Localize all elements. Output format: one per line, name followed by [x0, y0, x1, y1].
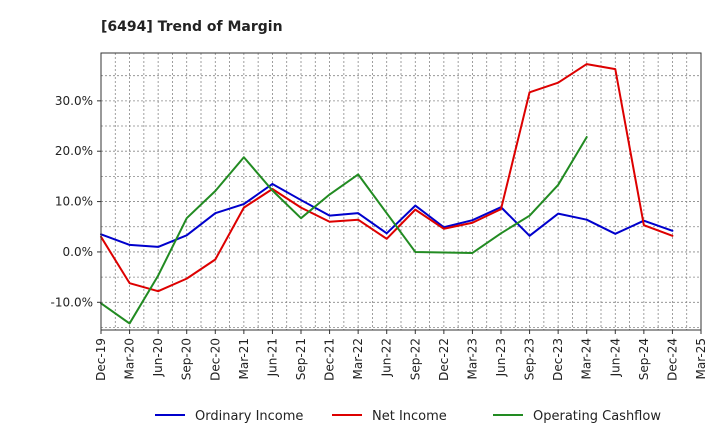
x-tick-label: Mar-25: [694, 338, 708, 379]
x-tick-label: Dec-22: [437, 338, 451, 381]
x-tick-label: Dec-21: [323, 338, 337, 381]
plot-frame: [100, 52, 702, 331]
x-axis: Dec-19 Mar-20 Jun-20 Sep-20 Dec-20 Mar-21 Jun-…: [94, 330, 708, 381]
series-line-net-income: [100, 63, 674, 293]
x-tick-label: Sep-20: [180, 338, 194, 380]
y-tick-label: 0.0%: [63, 245, 94, 259]
x-tick-label: Sep-21: [294, 338, 308, 380]
x-tick-label: Dec-20: [208, 338, 222, 381]
legend-label-operating-cashflow: Operating Cashflow: [533, 409, 661, 424]
x-tick-label: Sep-22: [408, 338, 422, 380]
series-line-operating-cashflow: [100, 136, 588, 325]
y-axis: -10.0% 0.0% 10.0% 20.0% 30.0%: [51, 94, 101, 309]
x-tick-label: Dec-19: [94, 338, 108, 381]
x-tick-label: Jun-24: [608, 338, 622, 377]
legend-label-ordinary-income: Ordinary Income: [195, 409, 303, 424]
x-tick-label: Mar-22: [351, 338, 365, 379]
x-tick-label: Jun-22: [380, 338, 394, 377]
legend: Ordinary Income Net Income Operating Cashf…: [155, 409, 661, 424]
x-tick-label: Mar-21: [237, 338, 251, 379]
y-tick-label: 10.0%: [55, 195, 93, 209]
x-tick-label: Jun-20: [151, 338, 165, 377]
grid: [100, 53, 702, 330]
x-tick-label: Sep-23: [523, 338, 537, 380]
series-line-ordinary-income: [100, 182, 674, 248]
x-tick-label: Jun-23: [494, 338, 508, 377]
chart-title: [6494] Trend of Margin: [101, 19, 283, 35]
x-tick-label: Dec-24: [665, 338, 679, 381]
x-tick-label: Dec-23: [551, 338, 565, 381]
y-tick-label: 20.0%: [55, 144, 93, 158]
y-tick-label: 30.0%: [55, 94, 93, 108]
y-tick-label: -10.0%: [51, 295, 93, 309]
x-tick-label: Sep-24: [637, 338, 651, 380]
x-tick-label: Mar-24: [580, 338, 594, 379]
x-tick-label: Jun-21: [265, 338, 279, 377]
x-tick-label: Mar-23: [465, 338, 479, 379]
x-tick-label: Mar-20: [123, 338, 137, 379]
series-lines: [100, 63, 674, 325]
legend-label-net-income: Net Income: [372, 409, 447, 424]
